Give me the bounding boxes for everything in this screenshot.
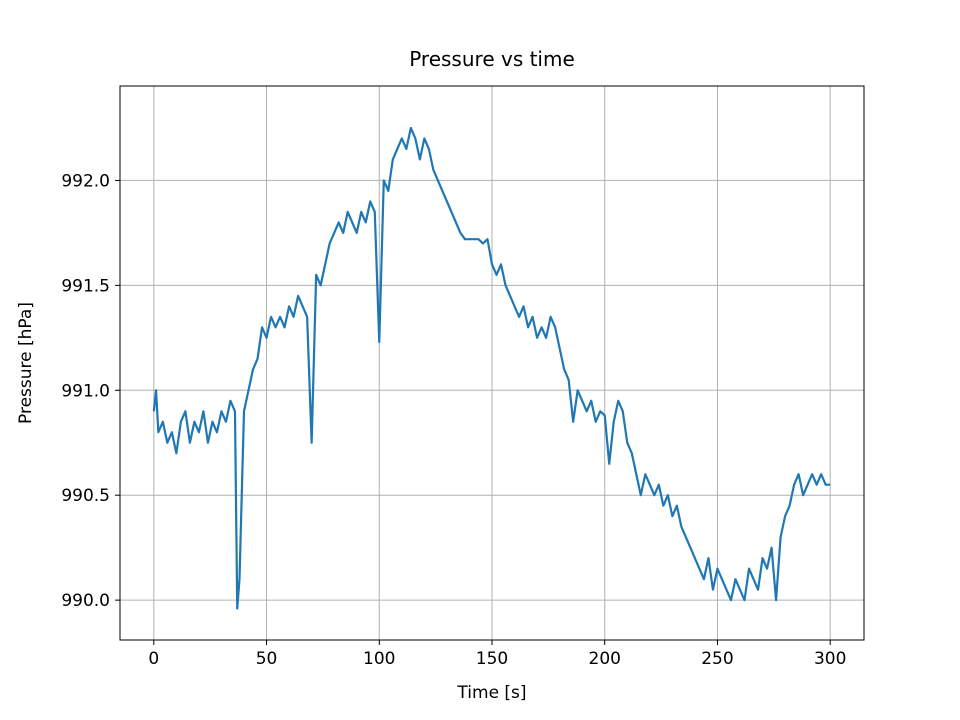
y-tick-label: 990.0 [61, 591, 110, 611]
chart-title: Pressure vs time [409, 47, 575, 71]
y-tick-label: 991.5 [61, 276, 110, 296]
x-tick-label: 150 [476, 649, 508, 669]
y-tick-label: 991.0 [61, 381, 110, 401]
x-tick-label: 250 [701, 649, 733, 669]
y-axis-label: Pressure [hPa] [16, 302, 36, 424]
x-axis-label: Time [s] [456, 683, 526, 703]
x-tick-label: 100 [363, 649, 395, 669]
x-tick-label: 200 [589, 649, 621, 669]
y-tick-label: 992.0 [61, 171, 110, 191]
x-tick-label: 300 [814, 649, 846, 669]
x-tick-label: 50 [256, 649, 278, 669]
y-tick-label: 990.5 [61, 486, 110, 506]
plot-frame [119, 85, 865, 641]
x-tick-label: 0 [148, 649, 159, 669]
data-line [152, 126, 831, 610]
